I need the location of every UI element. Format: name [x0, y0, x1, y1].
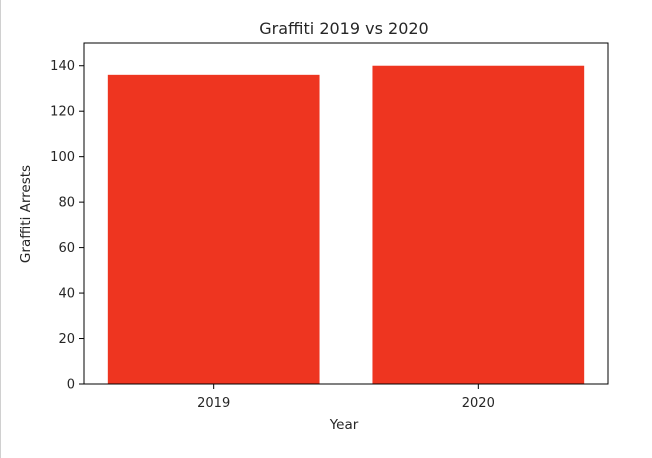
y-tick-label-80: 80 [58, 196, 75, 211]
y-axis-ticks: 0 20 40 60 80 100 120 140 [50, 59, 84, 393]
bar-2019 [107, 74, 320, 385]
plot-frame [83, 42, 609, 385]
x-axis-label: Year [329, 417, 359, 433]
x-axis-ticks: 2019 2020 [197, 384, 495, 411]
bar-2020 [372, 65, 585, 384]
y-tick-label-120: 120 [50, 105, 75, 120]
x-tick-label-2020: 2020 [462, 396, 495, 411]
x-tick-label-2019: 2019 [197, 396, 230, 411]
y-axis-label: Graffiti Arrests [18, 165, 34, 263]
y-tick-label-100: 100 [50, 150, 75, 165]
chart-title: Graffiti 2019 vs 2020 [259, 19, 428, 38]
frame-edge [0, 0, 1, 458]
bars-layer [107, 65, 585, 385]
y-tick-label-60: 60 [58, 241, 75, 256]
y-tick-label-40: 40 [58, 287, 75, 302]
y-tick-label-20: 20 [58, 332, 75, 347]
y-tick-label-140: 140 [50, 59, 75, 74]
y-tick-label-0: 0 [67, 378, 75, 393]
